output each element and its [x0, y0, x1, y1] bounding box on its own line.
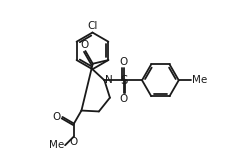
Text: O: O: [53, 112, 61, 122]
Text: S: S: [120, 74, 127, 87]
Text: Cl: Cl: [87, 21, 98, 31]
Text: N: N: [105, 75, 113, 84]
Text: Me: Me: [192, 75, 207, 85]
Text: O: O: [70, 137, 78, 147]
Text: O: O: [80, 40, 89, 50]
Text: O: O: [120, 94, 128, 104]
Text: O: O: [120, 57, 128, 67]
Text: Me: Me: [49, 140, 64, 150]
